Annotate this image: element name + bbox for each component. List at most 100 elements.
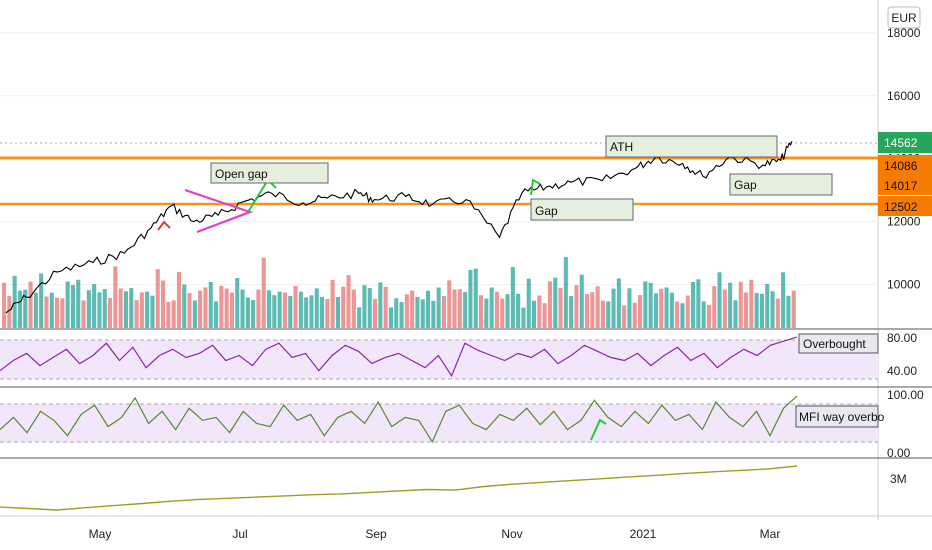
volume-bar — [606, 301, 611, 328]
volume-bar — [17, 290, 22, 328]
rsi-line[interactable] — [0, 336, 798, 378]
annotation-open-gap[interactable]: Open gap — [210, 162, 329, 184]
time-tick-2021: 2021 — [630, 527, 657, 541]
svg-text:14017: 14017 — [884, 179, 918, 193]
volume-bar — [150, 295, 155, 328]
svg-text:Gap: Gap — [734, 178, 757, 192]
rsi-tick-40: 40.00 — [887, 364, 917, 378]
volume-bar — [245, 297, 250, 328]
mfi-arrow[interactable] — [590, 418, 607, 441]
rsi-tick-80: 80.00 — [887, 331, 917, 345]
volume-bar — [161, 280, 166, 328]
triangle-pattern[interactable] — [184, 188, 254, 234]
volume-bar — [272, 295, 277, 328]
volume-bar — [447, 280, 452, 328]
volume-bar — [55, 297, 60, 328]
volume-bar — [441, 295, 446, 328]
volume-bar — [632, 302, 637, 328]
volume-bar — [781, 272, 786, 328]
volume-bar — [240, 289, 245, 328]
volume-bar — [123, 291, 128, 328]
svg-text:14562: 14562 — [884, 136, 918, 150]
volume-bar — [537, 295, 542, 328]
volume-bar — [479, 295, 484, 328]
annotation-mfi-overbought[interactable]: MFI way overbo — [795, 405, 885, 428]
volume-bar — [86, 290, 91, 328]
red-arrow[interactable] — [157, 220, 171, 231]
svg-text:Overbought: Overbought — [803, 337, 866, 351]
volume-bar — [108, 297, 113, 328]
volume-bar — [351, 289, 356, 328]
volume-bar — [521, 307, 526, 328]
volume-bar — [532, 300, 537, 328]
volume-bar — [44, 296, 49, 328]
volume-bar — [33, 292, 38, 328]
annotation-ath[interactable]: ATH — [605, 135, 778, 158]
volume-bar — [81, 300, 86, 328]
mfi-line[interactable] — [0, 395, 798, 444]
volume-bar — [171, 300, 176, 328]
volume-bar — [314, 288, 319, 328]
price-line[interactable] — [5, 140, 793, 314]
volume-bar — [49, 292, 54, 328]
volume-bar — [129, 288, 134, 328]
volume-bar — [547, 281, 552, 328]
svg-text:Open gap: Open gap — [215, 167, 268, 181]
volume-bar — [330, 280, 335, 328]
volume-bar — [39, 273, 44, 328]
currency-box[interactable] — [887, 6, 921, 29]
annotation-gap-nov[interactable]: Gap — [530, 198, 634, 221]
cum-tick-3m: 3M — [890, 472, 907, 486]
svg-text:14086: 14086 — [884, 159, 918, 173]
volume-bar — [198, 290, 203, 328]
volume-bar — [463, 292, 468, 328]
volume-bar — [256, 289, 261, 328]
volume-bar — [378, 282, 383, 328]
plot-area[interactable] — [0, 0, 878, 550]
volume-bar — [590, 292, 595, 328]
volume-bar — [346, 275, 351, 328]
volume-bar — [775, 298, 780, 328]
volume-bar — [357, 307, 362, 328]
annotation-gap-right[interactable]: Gap — [729, 173, 833, 196]
price-label-14017: 14017 — [878, 175, 932, 195]
price-tick-18000: 18000 — [887, 26, 921, 40]
gap-arrow[interactable] — [530, 178, 541, 196]
volume-bar — [219, 285, 224, 328]
volume-bar — [648, 282, 653, 328]
volume-bar — [320, 296, 325, 328]
volume-bar — [563, 257, 568, 328]
volume-bar — [595, 286, 600, 328]
volume-bar — [611, 288, 616, 328]
volume-bar — [113, 266, 118, 328]
volume-bar — [754, 292, 759, 328]
volume-bar — [298, 291, 303, 328]
price-tick-10000: 10000 — [887, 278, 921, 292]
volume-bar — [426, 290, 431, 328]
annotation-overbought[interactable]: Overbought — [798, 333, 879, 354]
volume-bar — [579, 274, 584, 328]
volume-bar — [404, 294, 409, 328]
volume-bar — [638, 295, 643, 328]
volume-bar — [415, 296, 420, 328]
time-axis-ticks: May Jul Sep Nov 2021 Mar — [89, 527, 781, 541]
volume-bar — [786, 295, 791, 328]
volume-bar — [76, 279, 81, 328]
price-tick-12000: 12000 — [887, 215, 921, 229]
volume-bar — [553, 277, 558, 328]
time-tick-sep: Sep — [365, 527, 387, 541]
volume-bar — [251, 300, 256, 328]
volume-bar — [134, 300, 139, 328]
volume-bar — [574, 285, 579, 328]
time-tick-mar: Mar — [760, 527, 781, 541]
price-label-12502: 12502 — [878, 196, 932, 216]
volume-bar — [23, 289, 28, 328]
volume-bar — [92, 284, 97, 328]
volume-bar — [680, 303, 685, 328]
cumulative-volume-line[interactable] — [0, 465, 798, 511]
time-tick-jul: Jul — [232, 527, 247, 541]
volume-bar — [722, 289, 727, 328]
volume-bar — [585, 294, 590, 328]
volume-bar — [706, 304, 711, 328]
